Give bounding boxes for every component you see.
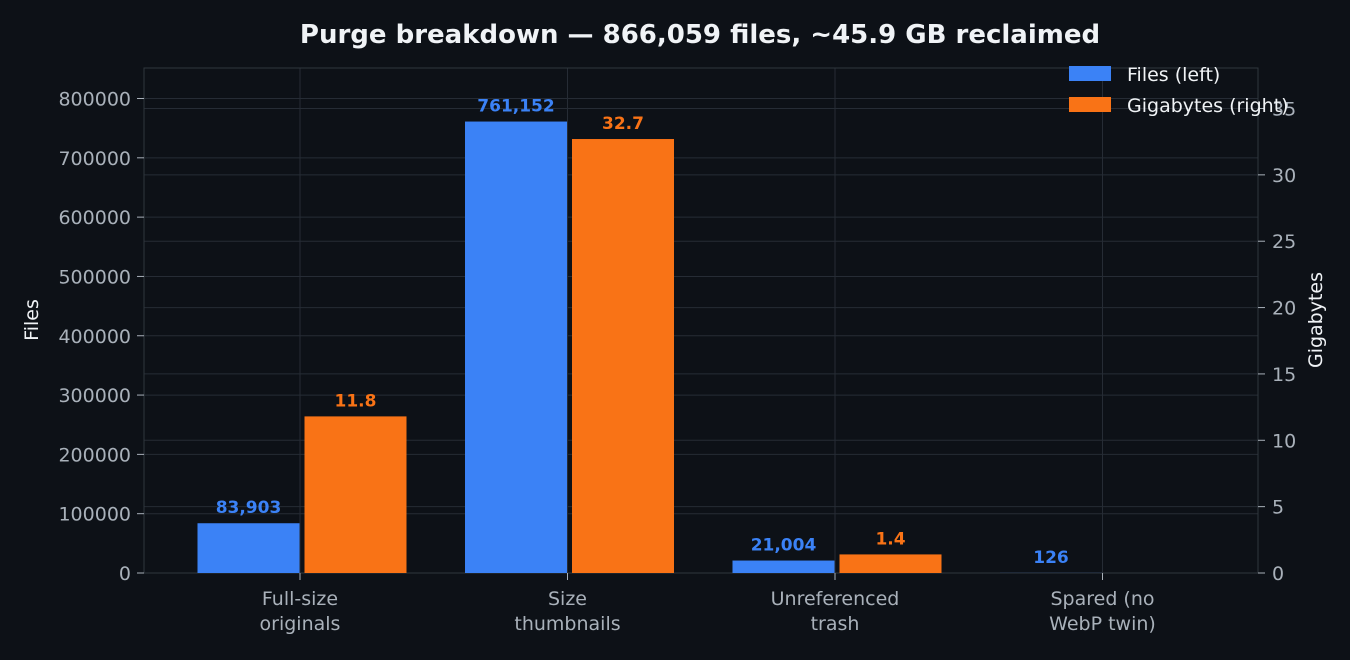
y-left-tick-label: 500000 <box>58 266 131 288</box>
y-right-tick-label: 15 <box>1272 364 1296 386</box>
x-tick-label: Full-size <box>262 588 338 610</box>
data-label: 83,903 <box>216 498 282 518</box>
x-tick-label: thumbnails <box>514 613 620 635</box>
legend: Files (left) Gigabytes (right) <box>1069 64 1289 117</box>
x-tick-label: Size <box>548 588 587 610</box>
y-right-tick-label: 35 <box>1272 99 1296 121</box>
y-left-tick-label: 200000 <box>58 444 131 466</box>
chart-title: Purge breakdown — 866,059 files, ~45.9 G… <box>300 20 1100 50</box>
bar-gigabytes <box>839 554 942 573</box>
y-left-tick-label: 600000 <box>58 207 131 229</box>
bar-gigabytes <box>572 139 674 573</box>
bars: 83,903 11.8 761,152 32.7 21,004 1.4 126 <box>197 97 1102 573</box>
data-label: 32.7 <box>602 114 644 134</box>
y-axis-right-label: Gigabytes <box>1305 272 1327 368</box>
legend-label: Gigabytes (right) <box>1127 95 1289 117</box>
bar-files <box>732 560 835 573</box>
plot-frame <box>143 67 1259 574</box>
y-right-tick-label: 30 <box>1272 165 1296 187</box>
data-label: 761,152 <box>477 97 554 117</box>
x-tick-label: Unreferenced <box>771 588 900 610</box>
data-label: 126 <box>1033 548 1069 568</box>
y-right-tick-label: 5 <box>1272 497 1284 519</box>
y-left-tick-label: 0 <box>119 563 131 585</box>
y-left-tick-label: 400000 <box>58 326 131 348</box>
y-right-tick-label: 20 <box>1272 298 1296 320</box>
x-tick-label: WebP twin) <box>1049 613 1156 635</box>
data-label: 1.4 <box>875 529 905 549</box>
y-left-tick-label: 300000 <box>58 385 131 407</box>
bar-files <box>197 523 300 573</box>
y-left-tick-label: 100000 <box>58 504 131 526</box>
x-tick-label: Spared (no <box>1050 588 1154 610</box>
y-left-tick-label: 800000 <box>58 89 131 111</box>
bar-gigabytes <box>304 416 407 573</box>
legend-swatch <box>1069 97 1111 112</box>
y-axis-left-label: Files <box>21 299 43 341</box>
data-label: 21,004 <box>751 536 817 556</box>
y-right-tick-label: 25 <box>1272 231 1296 253</box>
x-tick-label: originals <box>260 613 341 635</box>
bar-files <box>465 121 567 573</box>
data-label: 11.8 <box>335 391 377 411</box>
x-tick-label: trash <box>811 613 860 635</box>
legend-swatch <box>1069 66 1111 81</box>
y-right-tick-label: 10 <box>1272 430 1296 452</box>
axes: 0 100000 200000 300000 400000 500000 600000 700… <box>58 89 1296 636</box>
y-left-tick-label: 700000 <box>58 148 131 170</box>
legend-label: Files (left) <box>1127 64 1220 86</box>
y-right-tick-label: 0 <box>1272 563 1284 585</box>
